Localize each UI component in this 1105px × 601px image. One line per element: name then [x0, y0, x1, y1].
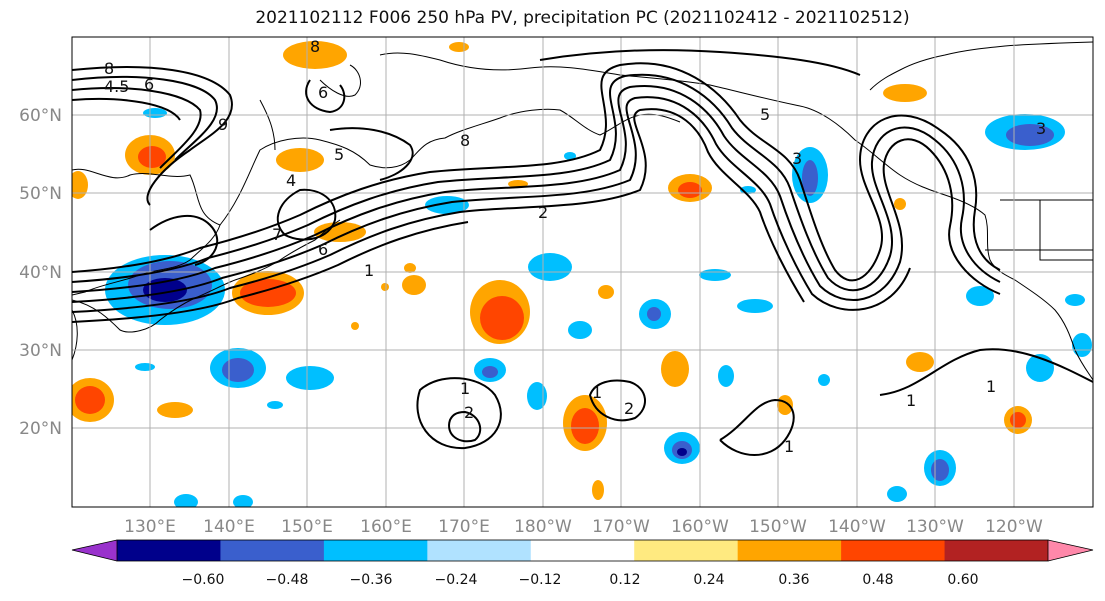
lon-label: 180°W [514, 517, 572, 537]
contour-label: 2 [538, 203, 548, 222]
colorbar-tick-label: 0.48 [862, 572, 893, 588]
precip-shading [72, 41, 1092, 507]
colorbar-cell [323, 540, 428, 561]
colorbar-cell [117, 540, 221, 561]
graticule [72, 37, 1093, 507]
contour-label: 9 [218, 115, 228, 134]
contour-label: 5 [760, 105, 770, 124]
contour-label: 2 [624, 399, 634, 418]
colorbar-cells [117, 540, 1049, 561]
contour-label: 8 [460, 131, 470, 150]
contour-label: 8 [104, 59, 114, 78]
contour-label: 6 [318, 83, 328, 102]
colorbar-tick-label: 0.24 [693, 572, 724, 588]
colorbar-cell [530, 540, 635, 561]
colorbar-extend-low [72, 540, 117, 561]
contour-label: 4.5 [104, 77, 129, 96]
map-frame [71, 36, 1094, 508]
lon-label: 170°W [592, 517, 650, 537]
coastlines [72, 41, 1093, 381]
lat-label: 60°N [19, 106, 62, 126]
colorbar-tick-label: 0.60 [947, 572, 978, 588]
contour-label: 1 [460, 379, 470, 398]
lon-label: 140°W [828, 517, 886, 537]
colorbar-tick-label: 0.36 [778, 572, 809, 588]
lon-label: 140°E [203, 517, 255, 537]
colorbar-cell [634, 540, 739, 561]
lat-label: 30°N [19, 341, 62, 361]
contour-label: 1 [986, 377, 996, 396]
lon-label: 130°W [906, 517, 964, 537]
colorbar-extend-high [1048, 540, 1093, 561]
colorbar-cell [427, 540, 532, 561]
colorbar-tick-label: −0.60 [182, 572, 225, 588]
contour-label: 6 [318, 240, 328, 259]
pv-contours [72, 49, 1093, 456]
colorbar: −0.60 −0.48 −0.36 −0.24 −0.12 0.12 0.24 … [71, 539, 1094, 588]
lon-label: 120°W [985, 517, 1043, 537]
contour-label: 7 [272, 225, 282, 244]
colorbar-tick-label: −0.36 [350, 572, 393, 588]
colorbar-ticks: −0.60 −0.48 −0.36 −0.24 −0.12 0.12 0.24 … [182, 572, 979, 588]
contour-label: 3 [1036, 119, 1046, 138]
lat-label: 50°N [19, 184, 62, 204]
map-title: 2021102112 F006 250 hPa PV, precipitatio… [255, 8, 910, 28]
lon-label: 150°W [749, 517, 807, 537]
lat-label: 40°N [19, 263, 62, 283]
lon-label: 170°E [438, 517, 490, 537]
contour-label: 4 [286, 171, 296, 190]
contour-label: 5 [334, 145, 344, 164]
colorbar-tick-label: −0.12 [519, 572, 562, 588]
colorbar-outline [116, 539, 1049, 562]
longitude-labels: 130°E 140°E 150°E 160°E 170°E 180°W 170°… [124, 517, 1043, 537]
contour-label: 8 [310, 37, 320, 56]
lat-label: 20°N [19, 419, 62, 439]
colorbar-cell [944, 540, 1049, 561]
contour-label: 1 [784, 437, 794, 456]
latitude-labels: 60°N 50°N 40°N 30°N 20°N [19, 106, 62, 439]
contour-label: 2 [464, 403, 474, 422]
contour-label: 1 [906, 391, 916, 410]
contour-label: 1 [364, 261, 374, 280]
colorbar-tick-label: −0.48 [266, 572, 309, 588]
colorbar-cell [841, 540, 946, 561]
colorbar-tick-label: 0.12 [609, 572, 640, 588]
contour-labels: 8 4.5 6 9 6 8 5 4 7 6 8 2 1 5 3 1 2 1 1 … [104, 37, 1046, 456]
colorbar-tick-label: −0.24 [435, 572, 478, 588]
contour-label: 3 [792, 149, 802, 168]
contour-label: 1 [592, 383, 602, 402]
colorbar-cell [220, 540, 325, 561]
lon-label: 160°E [360, 517, 412, 537]
colorbar-cell [737, 540, 842, 561]
lon-label: 150°E [281, 517, 333, 537]
contour-label: 6 [144, 75, 154, 94]
lon-label: 160°W [671, 517, 729, 537]
lon-label: 130°E [124, 517, 176, 537]
